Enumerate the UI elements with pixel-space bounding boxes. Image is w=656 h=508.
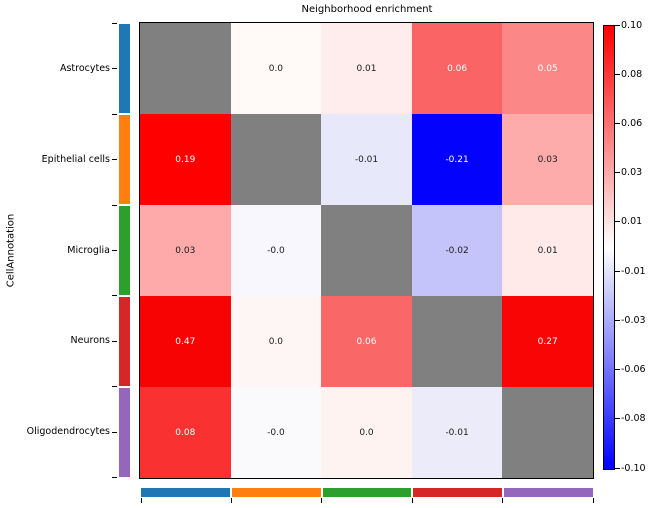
colorbar-tick: [615, 172, 620, 174]
colorbar-tick-label: -0.06: [621, 364, 646, 376]
colorbar-tick-label: 0.03: [621, 167, 643, 179]
row-annotation-segment: [119, 115, 130, 205]
heatmap-cell-diagonal: [140, 23, 231, 114]
row-annotation-segment: [119, 23, 130, 114]
heatmap-cell-diagonal: [321, 205, 412, 296]
heatmap-cell: 0.01: [502, 205, 593, 296]
col-annotation-segment: [232, 488, 321, 497]
col-boundary-tick: [321, 498, 323, 503]
heatmap-cell: 0.0: [230, 23, 322, 114]
row-boundary-tick: [112, 23, 117, 24]
row-label: Microglia: [67, 244, 110, 256]
row-center-tick: [112, 159, 117, 161]
row-annotation-segment: [119, 387, 130, 478]
heatmap-cell: 0.01: [321, 23, 412, 114]
heatmap-cell: 0.06: [321, 296, 412, 387]
heatmap-cell: 0.08: [140, 387, 231, 478]
colorbar-tick-label: 0.01: [621, 216, 643, 228]
row-boundary-tick: [112, 386, 117, 388]
row-center-tick: [112, 431, 117, 433]
row-boundary-tick: [112, 113, 117, 115]
heatmap-matrix: 0.0 0.01 0.06 0.05 0.19 -0.01 -0.21 0.03 0.03 -0.…: [139, 22, 594, 479]
row-boundary-tick: [112, 477, 117, 478]
heatmap-cell: -0.0: [230, 387, 322, 478]
colorbar-tick: [615, 467, 620, 469]
colorbar-tick-label: -0.10: [621, 462, 646, 474]
row-label: Epithelial cells: [41, 153, 110, 165]
col-boundary-tick: [230, 498, 232, 503]
colorbar-tick: [615, 369, 620, 371]
row-boundary-tick: [112, 204, 117, 206]
heatmap-cell: -0.0: [230, 205, 322, 296]
heatmap-cell: 0.03: [502, 114, 593, 205]
heatmap-cell-diagonal: [230, 114, 322, 205]
heatmap-cell: 0.06: [411, 23, 503, 114]
colorbar-tick: [615, 73, 620, 75]
heatmap-cell: 0.27: [502, 296, 593, 387]
chart-title: Neighborhood enrichment: [301, 4, 433, 15]
colorbar-tick: [615, 24, 620, 26]
colorbar-tick-label: 0.06: [621, 117, 643, 129]
heatmap-cell: 0.47: [140, 296, 231, 387]
colorbar-tick-label: 0.08: [621, 68, 643, 80]
heatmap-cell: 0.0: [321, 387, 412, 478]
heatmap-cell-diagonal: [411, 296, 503, 387]
col-annotation-segment: [503, 488, 593, 497]
heatmap-cell: 0.0: [230, 296, 322, 387]
row-annotation-segment: [119, 296, 130, 386]
colorbar-tick: [615, 319, 620, 321]
colorbar-tick-label: 0.10: [621, 19, 643, 31]
row-annotation-segment: [119, 206, 130, 295]
colorbar-tick-label: -0.03: [621, 314, 646, 326]
heatmap-cell: -0.02: [411, 205, 503, 296]
row-center-tick: [112, 68, 117, 70]
col-annotation-segment: [413, 488, 502, 497]
heatmap-cell: 0.03: [140, 205, 231, 296]
row-boundary-tick: [112, 295, 117, 297]
col-boundary-tick: [140, 498, 142, 503]
heatmap-cell: -0.01: [321, 114, 412, 205]
row-label: Neurons: [70, 335, 110, 347]
heatmap-cell: 0.19: [140, 114, 231, 205]
heatmap-cell: -0.01: [411, 387, 503, 478]
colorbar-tick-label: -0.01: [621, 265, 646, 277]
heatmap-cell: 0.05: [502, 23, 593, 114]
row-center-tick: [112, 340, 117, 342]
col-annotation-segment: [322, 488, 412, 497]
colorbar-tick: [615, 270, 620, 272]
heatmap-cell-diagonal: [502, 387, 593, 478]
heatmap-cell: -0.21: [411, 114, 503, 205]
col-boundary-tick: [502, 498, 504, 503]
row-center-tick: [112, 250, 117, 251]
col-boundary-tick: [411, 498, 413, 503]
colorbar-tick: [615, 418, 620, 420]
col-boundary-tick: [592, 498, 594, 503]
colorbar-tick: [615, 122, 620, 124]
row-label: Astrocytes: [59, 62, 110, 74]
col-annotation-segment: [141, 488, 231, 497]
row-label: Oligodendrocytes: [26, 426, 110, 438]
colorbar-tick: [615, 221, 620, 223]
colorbar-tick-label: -0.08: [621, 413, 646, 425]
colorbar-gradient: [603, 25, 615, 470]
